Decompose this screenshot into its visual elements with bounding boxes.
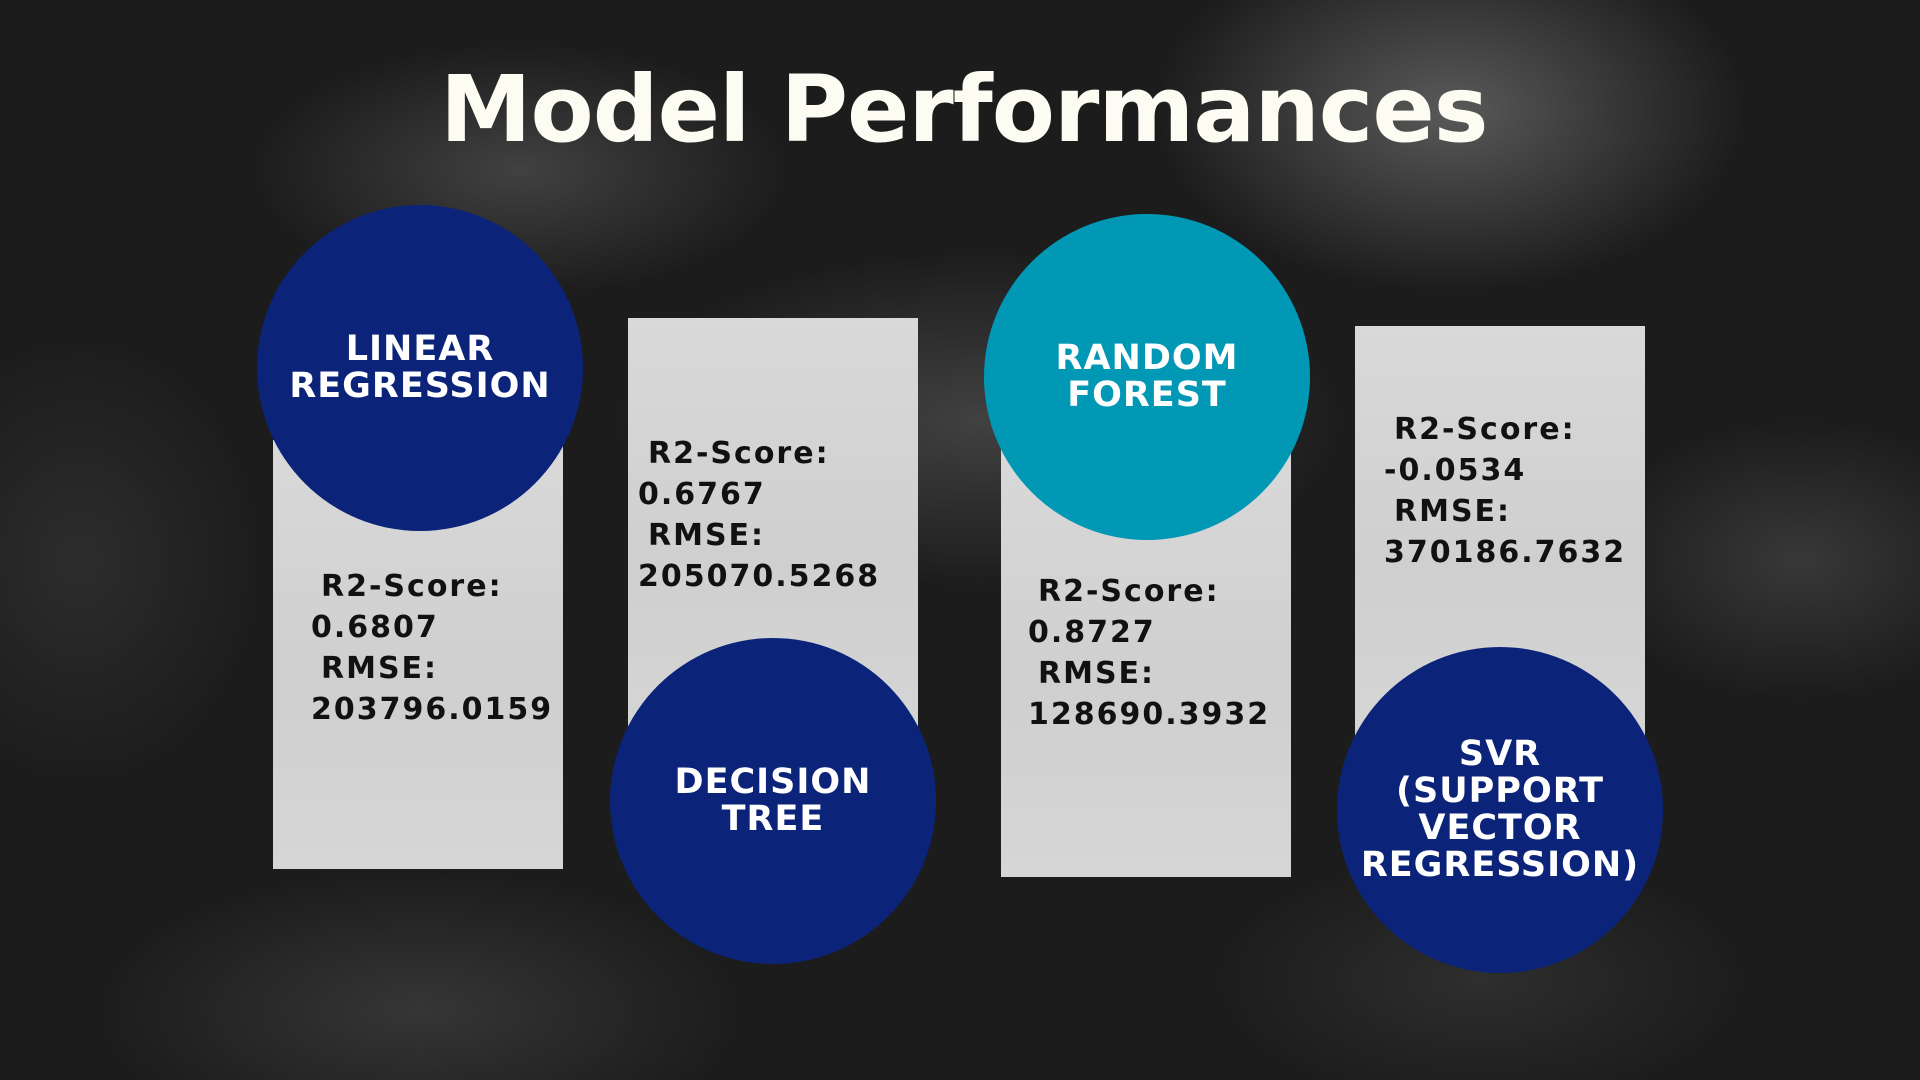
rmse-label: RMSE: [648,518,766,553]
r2-label: R2-Score: [1038,574,1220,609]
model-name: SVR (SUPPORT VECTOR REGRESSION) [1360,734,1640,885]
rmse-label: RMSE: [1038,656,1156,691]
model-name: LINEAR REGRESSION [289,329,551,406]
model-badge-random-forest: RANDOM FOREST [984,214,1310,540]
rmse-value: 128690.3932 [1028,697,1271,732]
metrics-random-forest: R2-Score: 0.8727 RMSE: 128690.3932 [1028,571,1270,735]
r2-value: -0.0534 [1384,453,1527,488]
r2-label: R2-Score: [1394,412,1576,447]
model-name: DECISION TREE [674,762,872,839]
r2-value: 0.6807 [311,610,439,645]
metrics-svr: R2-Score: -0.0534 RMSE: 370186.7632 [1384,409,1626,573]
rmse-value: 205070.5268 [638,559,881,594]
model-badge-linear-regression: LINEAR REGRESSION [257,205,583,531]
rmse-value: 203796.0159 [311,692,554,727]
rmse-label: RMSE: [321,651,439,686]
r2-label: R2-Score: [648,436,830,471]
rmse-label: RMSE: [1394,494,1512,529]
metrics-decision-tree: R2-Score: 0.6767 RMSE: 205070.5268 [638,433,880,597]
page-title: Model Performances [440,56,1489,163]
r2-value: 0.8727 [1028,615,1156,650]
metrics-linear-regression: R2-Score: 0.6807 RMSE: 203796.0159 [311,566,553,730]
r2-value: 0.6767 [638,477,766,512]
rmse-value: 370186.7632 [1384,535,1627,570]
model-badge-svr: SVR (SUPPORT VECTOR REGRESSION) [1337,647,1663,973]
r2-label: R2-Score: [321,569,503,604]
model-name: RANDOM FOREST [1055,338,1239,415]
model-badge-decision-tree: DECISION TREE [610,638,936,964]
